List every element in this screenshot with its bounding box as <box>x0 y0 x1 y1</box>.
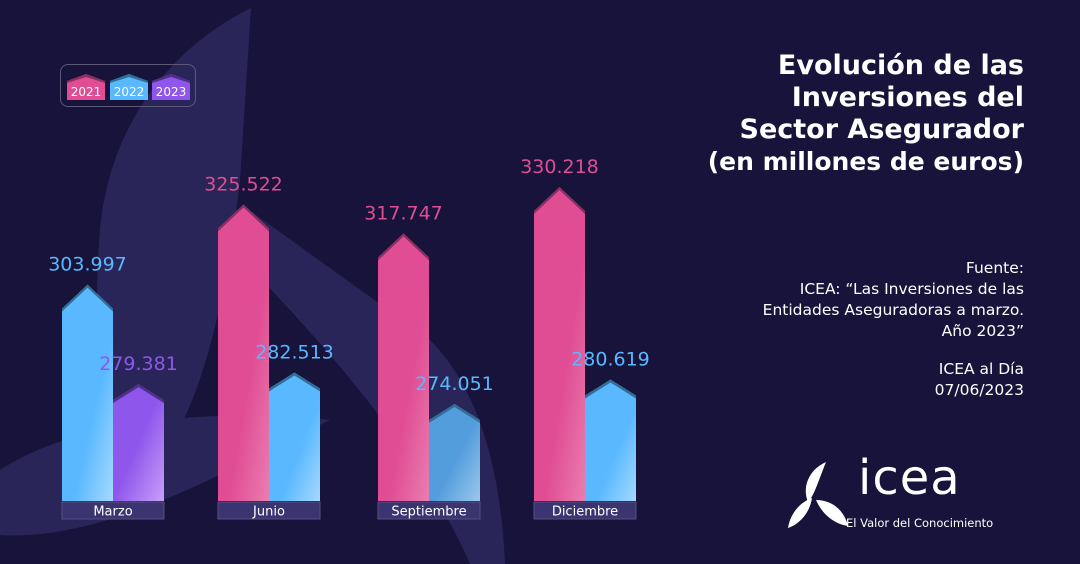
publication-name: ICEA al Día <box>694 359 1024 380</box>
source-line-2: Entidades Aseguradoras a marzo. <box>694 300 1024 321</box>
value-label-marzo-2023: 279.381 <box>99 353 178 375</box>
title-line-3: Sector Asegurador <box>664 114 1024 146</box>
title-line-2: Inversiones del <box>664 82 1024 114</box>
value-label-diciembre-2021: 330.218 <box>520 156 599 178</box>
bar-junio-2022 <box>269 373 320 501</box>
value-label-septiembre-2022: 274.051 <box>415 373 494 395</box>
legend-item-2023: 2023 <box>152 74 190 100</box>
category-label-septiembre: Septiembre <box>391 505 466 520</box>
logo-wordmark: icea <box>858 450 961 506</box>
category-label-diciembre: Diciembre <box>552 505 618 520</box>
chart-title: Evolución de las Inversiones del Sector … <box>664 50 1024 178</box>
bar-marzo-2022 <box>62 285 113 501</box>
legend-label-2023: 2023 <box>152 85 190 99</box>
value-label-junio-2021: 325.522 <box>204 173 283 195</box>
source-note: Fuente: ICEA: “Las Inversiones de las En… <box>694 258 1024 401</box>
value-label-junio-2022: 282.513 <box>255 342 334 364</box>
category-label-junio: Junio <box>252 505 285 520</box>
bar-diciembre-2022 <box>585 380 636 501</box>
category-labels-layer: Marzo Junio Septiembre Diciembre <box>62 502 636 520</box>
source-label: Fuente: <box>694 258 1024 279</box>
value-label-diciembre-2022: 280.619 <box>571 349 650 371</box>
title-line-4: (en millones de euros) <box>664 146 1024 178</box>
legend-label-2022: 2022 <box>110 85 148 99</box>
value-label-septiembre-2021: 317.747 <box>364 202 443 224</box>
category-label-marzo: Marzo <box>93 505 132 520</box>
bar-marzo-2023 <box>113 384 164 501</box>
icea-logo: icea El Valor del Conocimiento <box>786 458 1046 538</box>
bar-septiembre-2022 <box>429 404 480 501</box>
bar-diciembre-2021 <box>534 187 585 501</box>
legend: 2021 2022 2023 <box>60 64 196 107</box>
bar-septiembre-2021 <box>378 233 429 501</box>
legend-item-2021: 2021 <box>67 74 105 100</box>
source-line-1: ICEA: “Las Inversiones de las <box>694 279 1024 300</box>
logo-tagline: El Valor del Conocimiento <box>846 516 993 530</box>
title-line-1: Evolución de las <box>664 50 1024 82</box>
icea-logo-leaves-icon <box>786 460 850 532</box>
legend-label-2021: 2021 <box>67 85 105 99</box>
source-line-3: Año 2023” <box>694 321 1024 342</box>
value-label-marzo-2022: 303.997 <box>48 254 127 276</box>
legend-item-2022: 2022 <box>110 74 148 100</box>
publication-date: 07/06/2023 <box>694 380 1024 401</box>
